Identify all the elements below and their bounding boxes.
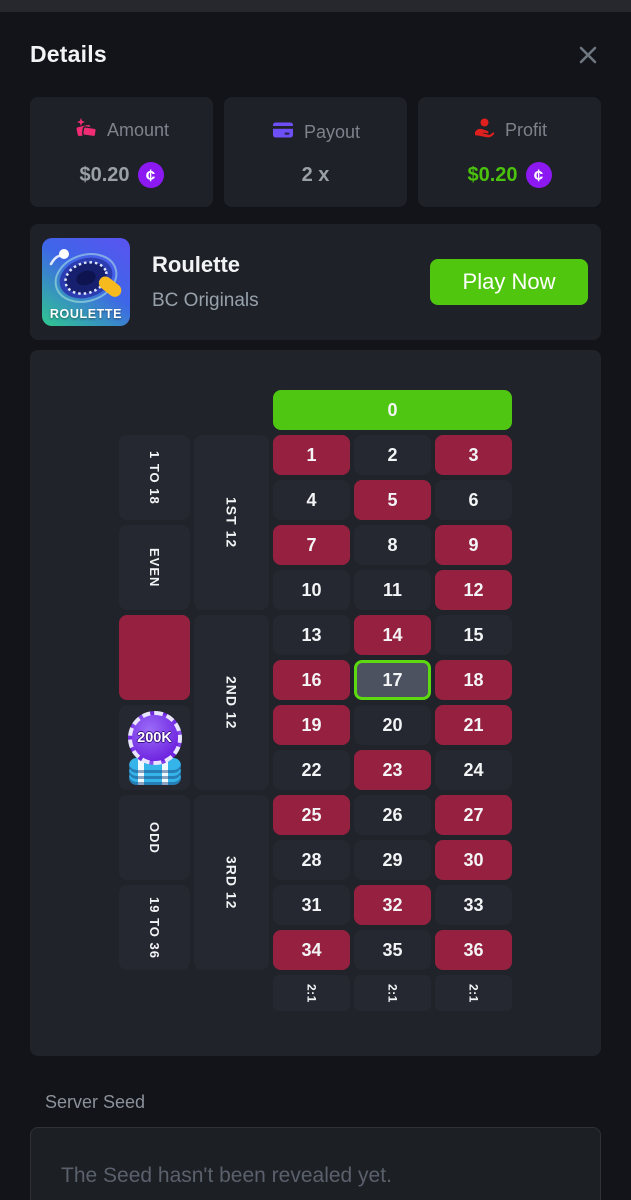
game-card: ROULETTE Roulette BC Originals Play Now <box>30 224 601 340</box>
dozen-bet-2: 2ND 12 <box>194 615 269 790</box>
bet-cell-number: 5 <box>354 480 431 520</box>
bet-cell-number: 4 <box>273 480 350 520</box>
bet-cell-number: 16 <box>273 660 350 700</box>
side-bet-black-with-chip: 200K <box>119 705 190 790</box>
page-title: Details <box>30 41 107 67</box>
dozen-bet-3: 3RD 12 <box>194 795 269 970</box>
bet-cell-number: 10 <box>273 570 350 610</box>
bet-cell-number: 29 <box>354 840 431 880</box>
bet-cell-number: 31 <box>273 885 350 925</box>
payout-value: 2 x <box>301 163 330 186</box>
bet-cell-number: 12 <box>435 570 512 610</box>
bet-cell-number: 18 <box>435 660 512 700</box>
amount-label: Amount <box>106 120 170 140</box>
column-bet-1: 2:1 <box>273 975 350 1011</box>
thumbnail-caption: ROULETTE <box>49 307 123 321</box>
bet-chip: 200K <box>126 710 184 785</box>
bet-cell-number: 34 <box>273 930 350 970</box>
column-bet-2: 2:1 <box>354 975 431 1011</box>
bet-cell-number: 30 <box>435 840 512 880</box>
side-bet-even: EVEN <box>119 525 190 610</box>
bet-stats-row: Amount $0.20 ¢ Payout 2 x <box>30 97 601 207</box>
money-icon <box>74 116 98 145</box>
bcd-coin-icon: ¢ <box>137 162 164 188</box>
details-modal-header: Details <box>0 12 631 97</box>
bet-cell-number: 33 <box>435 885 512 925</box>
dozen-bet-1: 1ST 12 <box>194 435 269 610</box>
bet-cell-number: 20 <box>354 705 431 745</box>
server-seed-value: The Seed hasn't been revealed yet. <box>61 1164 392 1187</box>
bet-cell-number: 13 <box>273 615 350 655</box>
payout-label: Payout <box>303 121 361 142</box>
profit-card: Profit $0.20 ¢ <box>418 97 601 207</box>
bet-cell-number: 32 <box>354 885 431 925</box>
roulette-grid: 0 1 2 3 4 5 6 7 8 9 10 11 12 13 14 15 16 17 18 19 20 21 22 23 2… <box>119 390 512 1011</box>
bet-cell-number: 21 <box>435 705 512 745</box>
payout-card: Payout 2 x <box>224 97 407 207</box>
play-now-button[interactable]: Play Now <box>430 259 588 305</box>
game-provider: BC Originals <box>152 290 259 311</box>
bet-cell-number: 26 <box>354 795 431 835</box>
bcd-coin-icon: ¢ <box>525 162 552 188</box>
bet-cell-number: 1 <box>273 435 350 475</box>
profit-value: $0.20 <box>467 163 518 186</box>
bet-cell-number: 11 <box>354 570 431 610</box>
side-bet-1-to-18: 1 TO 18 <box>119 435 190 520</box>
bet-cell-number: 8 <box>354 525 431 565</box>
bet-cell-number: 14 <box>354 615 431 655</box>
roulette-result-panel: 0 1 2 3 4 5 6 7 8 9 10 11 12 13 14 15 16 17 18 19 20 21 22 23 2… <box>30 350 601 1056</box>
chip-amount-label: 200K <box>127 710 182 765</box>
side-bet-red <box>119 615 190 700</box>
bet-cell-zero: 0 <box>273 390 512 430</box>
bet-cell-number: 2 <box>354 435 431 475</box>
profit-label: Profit <box>504 120 547 140</box>
bet-cell-number: 35 <box>354 930 431 970</box>
column-bet-3: 2:1 <box>435 975 512 1011</box>
card-icon <box>271 118 295 147</box>
bet-cell-number: 9 <box>435 525 512 565</box>
roulette-wheel-art <box>49 249 122 303</box>
server-seed-label: Server Seed <box>45 1092 146 1112</box>
game-title: Roulette <box>152 252 240 277</box>
server-seed-value-box: The Seed hasn't been revealed yet. <box>30 1127 601 1200</box>
amount-card: Amount $0.20 ¢ <box>30 97 213 207</box>
bet-cell-number: 27 <box>435 795 512 835</box>
side-bet-19-to-36: 19 TO 36 <box>119 885 190 970</box>
bet-cell-number: 22 <box>273 750 350 790</box>
bet-cell-number: 19 <box>273 705 350 745</box>
page-top-strip <box>0 0 631 12</box>
hand-coin-icon <box>472 116 496 145</box>
bet-cell-number: 3 <box>435 435 512 475</box>
side-bet-odd: ODD <box>119 795 190 880</box>
bet-cell-number: 24 <box>435 750 512 790</box>
bet-cell-number: 7 <box>273 525 350 565</box>
bet-cell-number: 25 <box>273 795 350 835</box>
bet-cell-number: 28 <box>273 840 350 880</box>
bet-cell-number: 6 <box>435 480 512 520</box>
bet-cell-number: 15 <box>435 615 512 655</box>
winning-number-cell: 17 <box>354 660 431 700</box>
close-icon[interactable] <box>575 42 601 68</box>
bet-cell-number: 36 <box>435 930 512 970</box>
bet-cell-number: 23 <box>354 750 431 790</box>
roulette-game-thumbnail[interactable]: ROULETTE <box>42 238 130 326</box>
amount-value: $0.20 <box>79 163 130 186</box>
